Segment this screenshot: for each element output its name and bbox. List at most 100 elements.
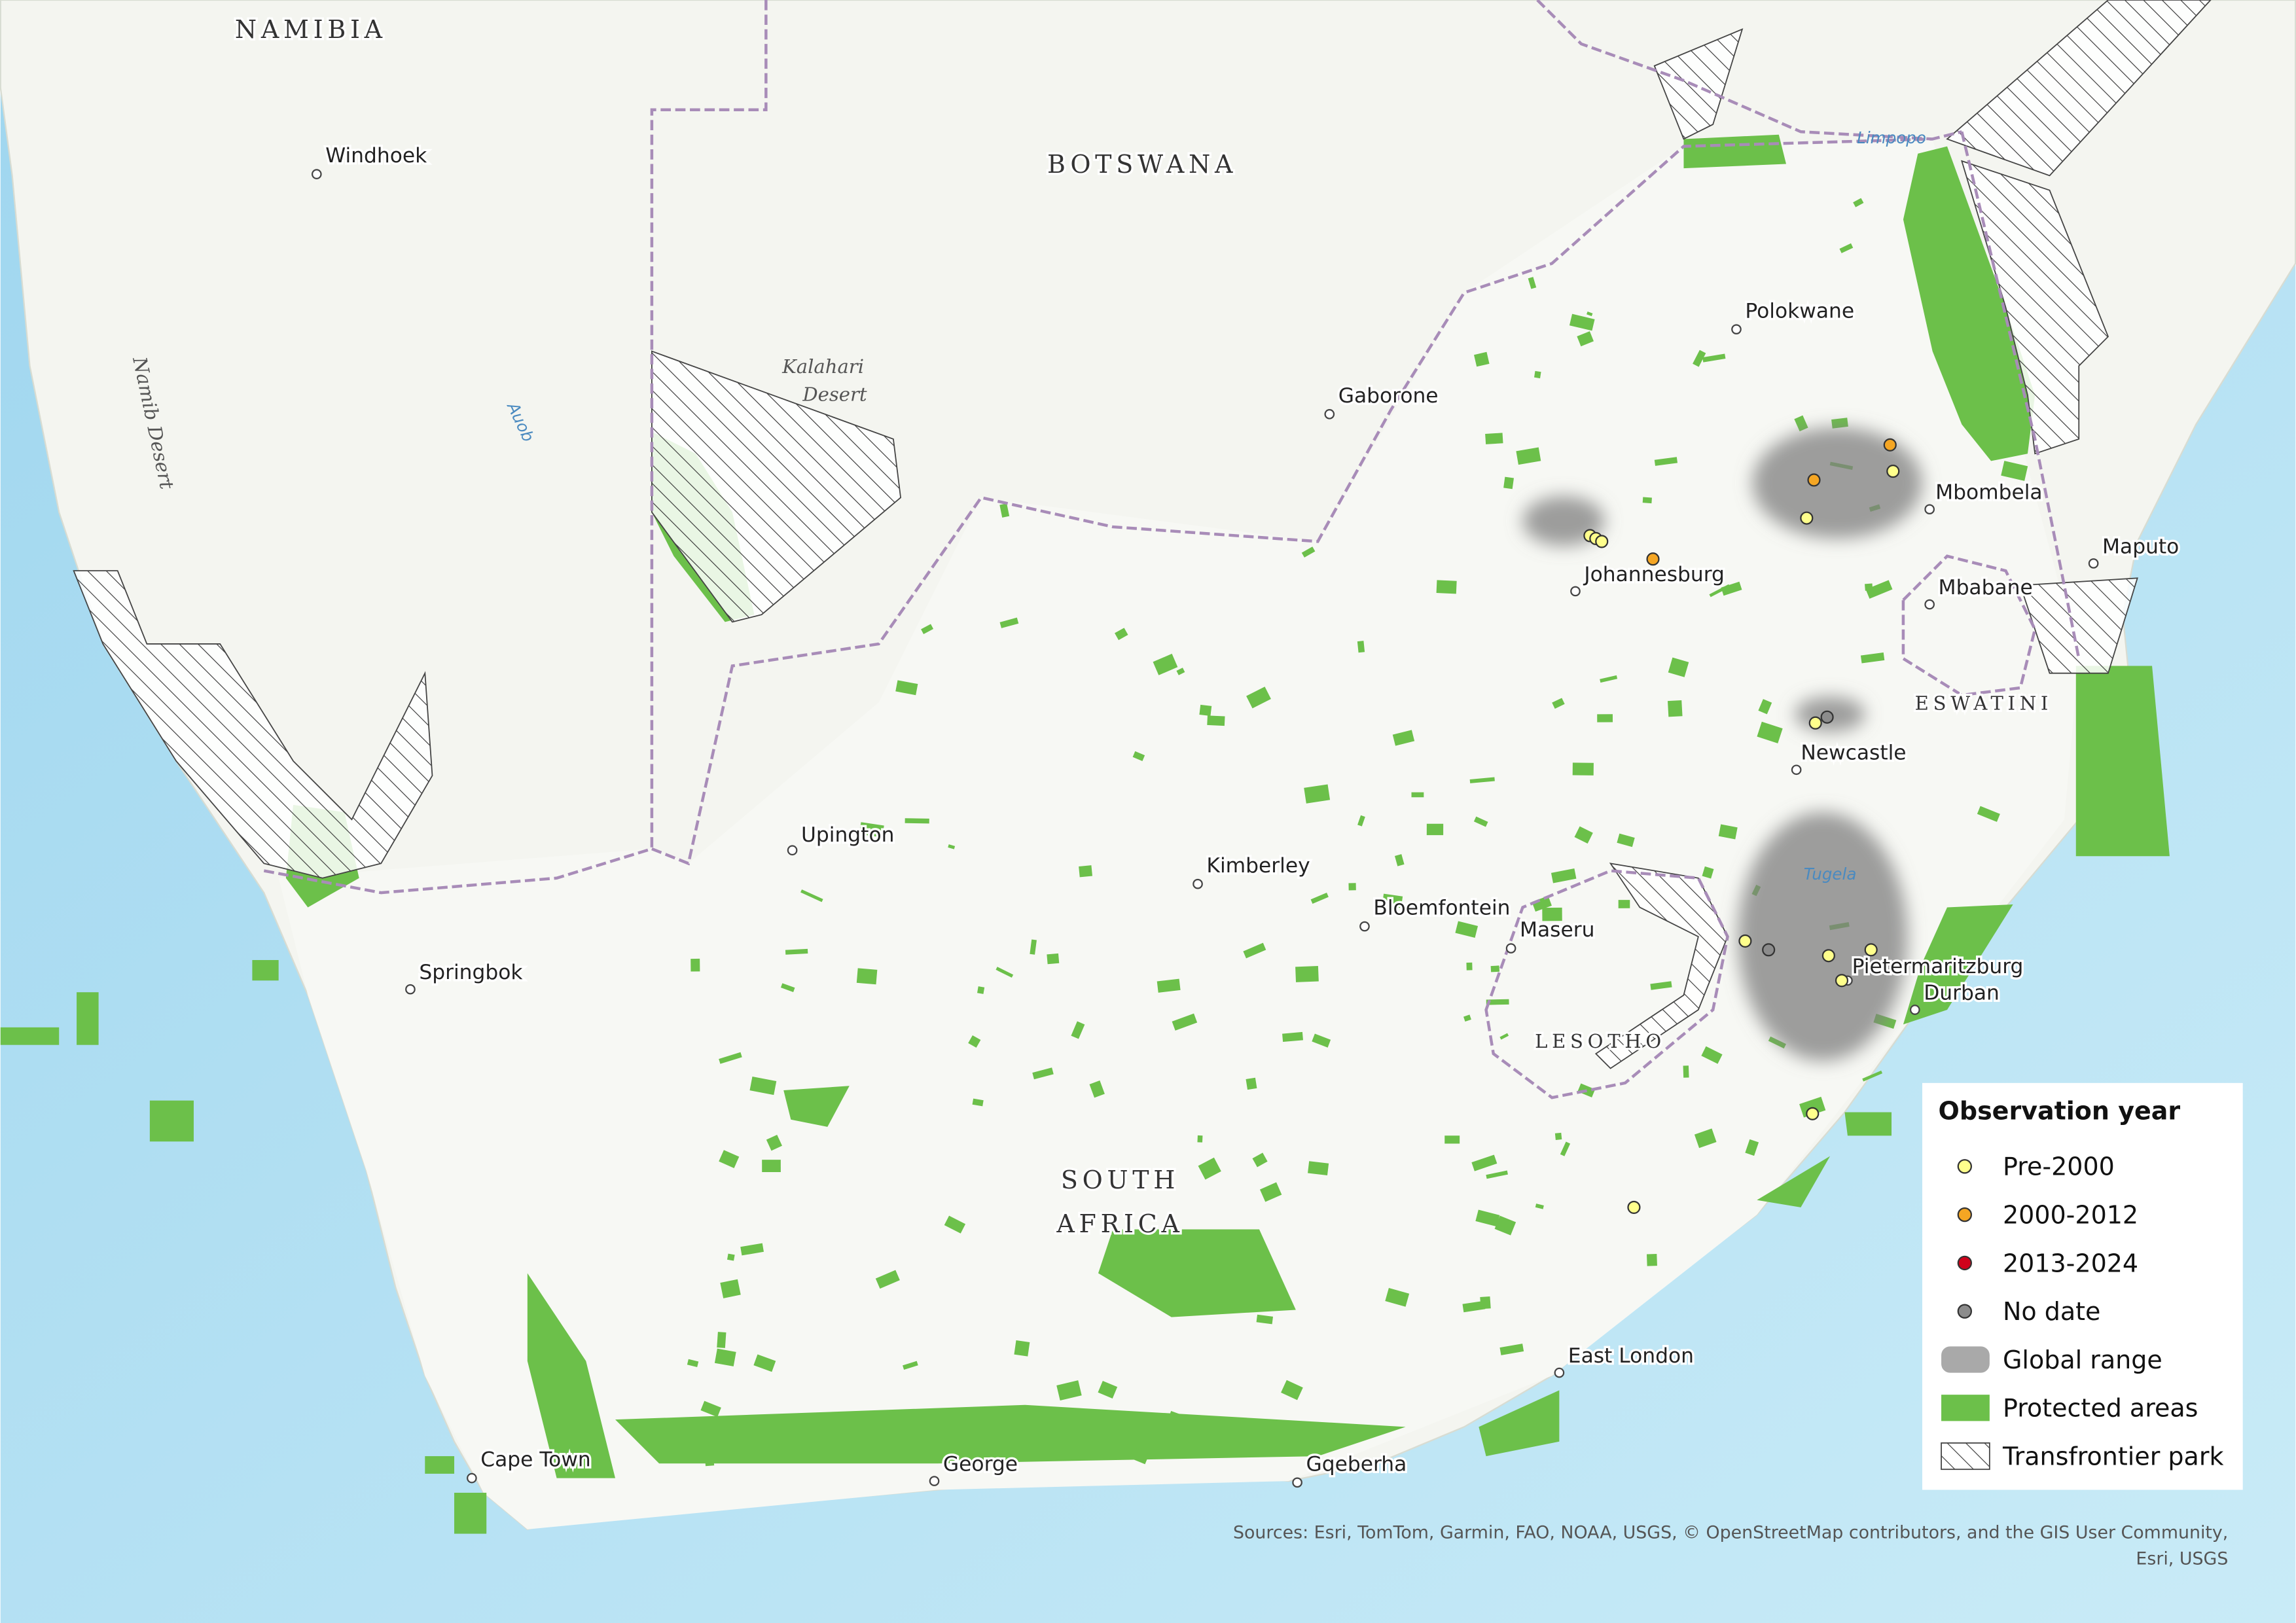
city-dot bbox=[1505, 943, 1516, 954]
river-label: Limpopo bbox=[1857, 128, 1926, 147]
protected-area bbox=[687, 1359, 699, 1367]
protected-area bbox=[720, 1279, 741, 1298]
protected-area bbox=[1577, 331, 1594, 347]
city-dot bbox=[787, 845, 798, 856]
protected-area bbox=[800, 889, 823, 902]
protected-area bbox=[1385, 1287, 1410, 1307]
protected-area bbox=[1014, 1340, 1030, 1357]
legend-label: 2013-2024 bbox=[2003, 1249, 2138, 1277]
protected-area bbox=[1444, 1135, 1460, 1144]
protected-area bbox=[1282, 1031, 1303, 1043]
protected-area bbox=[785, 948, 808, 955]
protected-area bbox=[1394, 854, 1405, 866]
protected-area bbox=[1256, 1314, 1274, 1325]
protected-area bbox=[1207, 715, 1225, 726]
observation-point bbox=[1762, 943, 1776, 957]
protected-area bbox=[1499, 1344, 1524, 1355]
city-label: Newcastle bbox=[1801, 741, 1906, 765]
protected-area bbox=[691, 958, 700, 972]
legend-symbol bbox=[1941, 1395, 1990, 1421]
observation-point bbox=[1820, 710, 1834, 724]
protected-area bbox=[1542, 907, 1562, 921]
protected-area bbox=[1979, 409, 1997, 414]
protected-area bbox=[1115, 628, 1128, 641]
country-label: NAMIBIA bbox=[235, 15, 387, 44]
city-label: George bbox=[943, 1452, 1018, 1476]
protected-area bbox=[1758, 699, 1772, 715]
city-dot bbox=[1909, 1005, 1920, 1015]
observation-point bbox=[1835, 974, 1849, 988]
city-dot bbox=[1554, 1367, 1565, 1378]
protected-area bbox=[895, 680, 918, 696]
protected-area bbox=[1310, 892, 1329, 904]
sources: Sources: Esri, TomTom, Garmin, FAO, NOAA… bbox=[1233, 1522, 2228, 1543]
city-label: Upington bbox=[801, 823, 894, 847]
city-dot bbox=[467, 1472, 477, 1484]
protected-area bbox=[1462, 1300, 1486, 1313]
protected-area bbox=[1569, 313, 1595, 331]
protected-area bbox=[1281, 1380, 1303, 1400]
protected-area bbox=[1494, 1215, 1516, 1236]
observation-point bbox=[1806, 1107, 1820, 1120]
legend-box bbox=[1922, 1082, 2243, 1490]
south-africa-area bbox=[278, 139, 2079, 1529]
legend-symbol bbox=[1957, 1159, 1973, 1174]
protected-area bbox=[762, 1160, 781, 1173]
protected-area bbox=[740, 1243, 764, 1256]
protected-area bbox=[1499, 1033, 1509, 1040]
protected-area bbox=[1295, 966, 1319, 982]
protected-area bbox=[1436, 580, 1457, 594]
country-label: AFRICA bbox=[1056, 1209, 1183, 1238]
protected-area bbox=[1411, 792, 1424, 798]
city-dot bbox=[1292, 1477, 1302, 1488]
country-label: SOUTH bbox=[1061, 1166, 1179, 1194]
protected-area bbox=[1757, 721, 1783, 743]
city-dot bbox=[1924, 504, 1935, 515]
observation-point bbox=[1808, 716, 1822, 730]
city-label: Gaborone bbox=[1338, 384, 1439, 408]
protected-area bbox=[753, 1354, 776, 1372]
city-dot bbox=[1924, 599, 1935, 610]
protected-area bbox=[996, 967, 1014, 978]
protected-area bbox=[944, 1215, 966, 1234]
protected-area bbox=[719, 1052, 742, 1064]
protected-area bbox=[1702, 353, 1726, 363]
observation-point bbox=[1883, 438, 1897, 452]
observation-point bbox=[1800, 511, 1814, 525]
protected-area bbox=[1357, 641, 1365, 653]
city-dot bbox=[311, 169, 322, 179]
protected-area bbox=[1552, 698, 1565, 709]
protected-area bbox=[1701, 1046, 1723, 1064]
protected-area bbox=[1693, 349, 1706, 367]
protected-area bbox=[1646, 1254, 1657, 1266]
protected-area bbox=[1862, 1070, 1883, 1082]
protected-area bbox=[1551, 868, 1577, 883]
protected-area bbox=[1243, 942, 1266, 959]
protected-area bbox=[1166, 1410, 1189, 1429]
legend-label: Global range bbox=[2003, 1346, 2162, 1374]
city-label: East London bbox=[1568, 1344, 1694, 1368]
protected-area bbox=[968, 1035, 981, 1048]
city-dot bbox=[929, 1476, 940, 1486]
protected-area bbox=[1486, 1170, 1508, 1179]
protected-area bbox=[1528, 277, 1537, 289]
river-label: Tugela bbox=[1804, 865, 1857, 883]
protected-area bbox=[1694, 1128, 1717, 1149]
city-label: Pietermaritzburg bbox=[1852, 955, 2024, 978]
observation-point bbox=[1886, 465, 1900, 478]
protected-area bbox=[1745, 1139, 1759, 1156]
protected-area bbox=[1709, 584, 1731, 597]
feature-label: Desert bbox=[802, 383, 867, 406]
protected-area bbox=[948, 844, 956, 849]
legend-label: Transfrontier park bbox=[2002, 1442, 2223, 1471]
city-dot bbox=[1359, 921, 1370, 932]
legend-symbol bbox=[1941, 1442, 1990, 1471]
protected-area bbox=[1617, 833, 1635, 847]
protected-area bbox=[905, 818, 929, 824]
protected-area bbox=[1473, 816, 1488, 827]
protected-area bbox=[1702, 866, 1714, 879]
protected-area bbox=[726, 1253, 735, 1261]
country-label: ESWATINI bbox=[1915, 692, 2053, 715]
protected-area bbox=[1469, 777, 1495, 783]
protected-area bbox=[742, 1441, 757, 1448]
